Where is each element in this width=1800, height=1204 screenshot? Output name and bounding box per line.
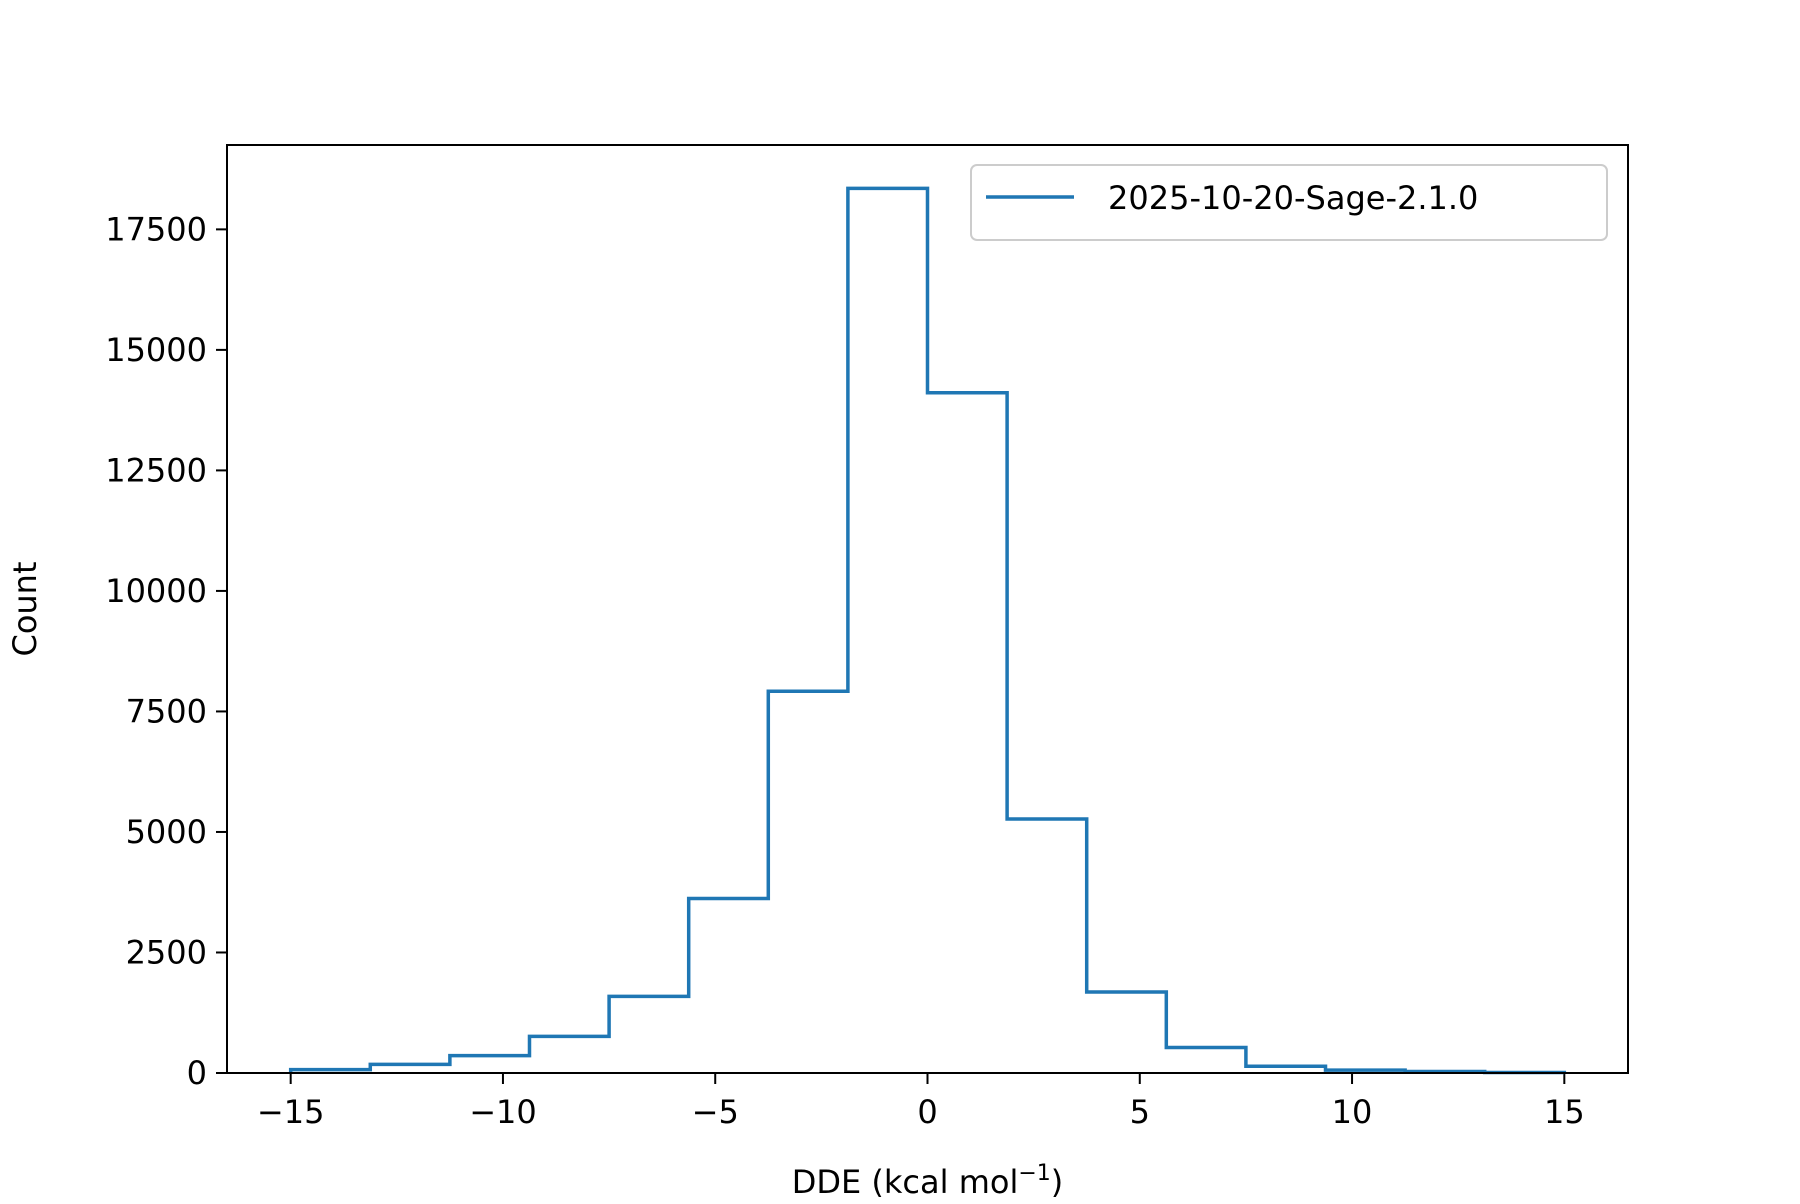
x-tick-label: −5 [692,1093,739,1131]
y-tick-label: 7500 [126,692,207,730]
y-axis-ticks: 0 2500 5000 7500 10000 12500 15000 17500 [105,210,227,1092]
x-tick-label: 15 [1544,1093,1585,1131]
y-tick-label: 10000 [105,572,207,610]
x-tick-label: −10 [469,1093,537,1131]
y-tick-label: 15000 [105,331,207,369]
plot-frame [226,144,1629,1074]
x-tick-label: 0 [917,1093,937,1131]
y-tick-label: 0 [187,1054,207,1092]
y-tick-label: 2500 [126,933,207,971]
y-axis-label: Count [6,561,44,656]
histogram-step-line [288,186,1567,1075]
x-tick-label: −15 [257,1093,325,1131]
x-axis-label: DDE (kcal mol−1) [792,1161,1064,1200]
x-axis-label-main: DDE (kcal mol [792,1163,1019,1200]
x-tick-label: 5 [1130,1093,1150,1131]
x-axis-label-close: ) [1051,1163,1063,1200]
y-tick-label: 17500 [105,210,207,248]
y-tick-label: 5000 [126,813,207,851]
y-tick-label: 12500 [105,451,207,489]
legend: 2025-10-20-Sage-2.1.0 [970,164,1608,241]
legend-label: 2025-10-20-Sage-2.1.0 [1108,179,1478,217]
x-axis-ticks: −15 −10 −5 0 5 10 15 [257,1073,1585,1131]
x-tick-label: 10 [1332,1093,1373,1131]
legend-box [970,164,1608,241]
x-axis-label-superscript: −1 [1018,1161,1050,1186]
